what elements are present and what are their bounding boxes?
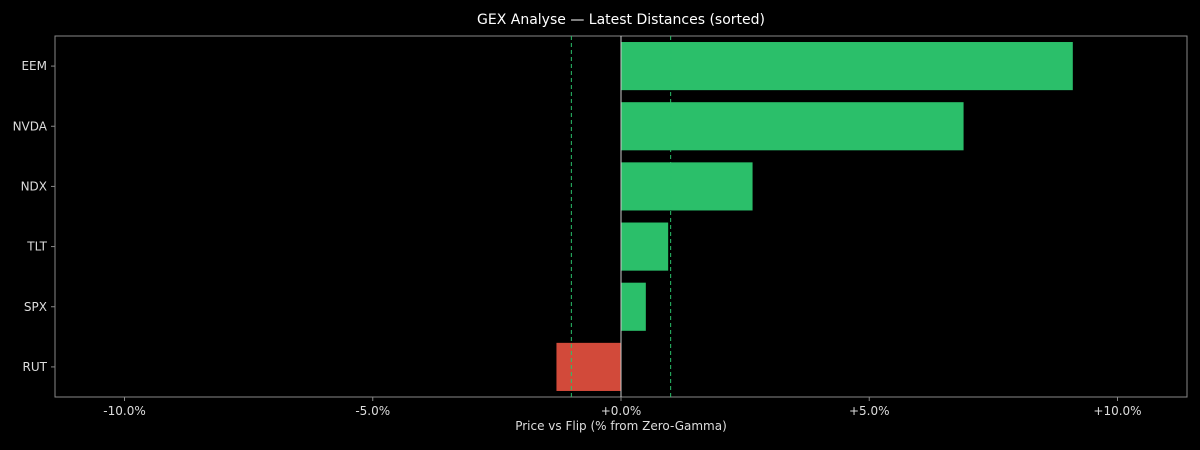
x-tick-label-1: -5.0% (355, 404, 390, 418)
bar-spx (621, 282, 646, 331)
y-tick-label-rut: RUT (23, 360, 48, 374)
bar-eem (621, 42, 1073, 91)
chart-title: GEX Analyse — Latest Distances (sorted) (477, 12, 765, 28)
y-tick-label-nvda: NVDA (13, 119, 48, 133)
y-tick-label-spx: SPX (24, 300, 47, 314)
x-tick-label-4: +10.0% (1093, 404, 1141, 418)
x-tick-label-2: +0.0% (601, 404, 642, 418)
x-tick-label-0: -10.0% (103, 404, 145, 418)
x-axis-label: Price vs Flip (% from Zero-Gamma) (515, 419, 727, 433)
bar-ndx (621, 162, 753, 211)
y-tick-label-ndx: NDX (21, 179, 47, 193)
plot-area: EEM NVDA NDX TLT SPX RUT -10.0% -5.0% +0.0% +5.0%… (13, 35, 1188, 418)
bar-rut (556, 342, 621, 391)
bar-tlt (621, 222, 669, 271)
y-tick-label-tlt: TLT (26, 240, 47, 254)
x-tick-label-3: +5.0% (849, 404, 890, 418)
y-tick-label-eem: EEM (21, 59, 47, 73)
bar-nvda (621, 102, 964, 151)
